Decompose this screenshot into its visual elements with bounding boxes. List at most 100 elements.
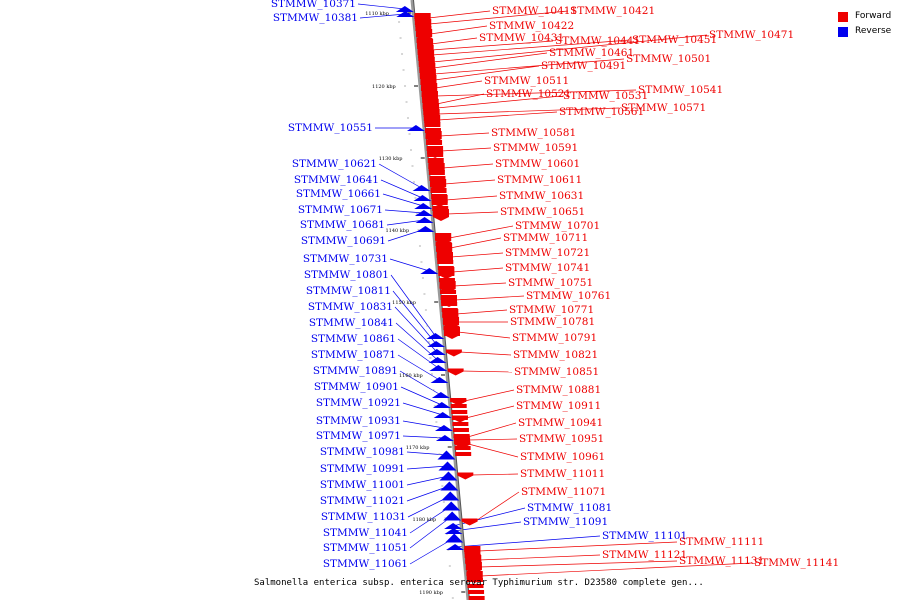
reverse-gene-feature[interactable] bbox=[432, 402, 451, 408]
forward-gene-label[interactable]: STMMW_10881 bbox=[516, 384, 601, 396]
forward-gene-label[interactable]: STMMW_10422 bbox=[489, 20, 574, 32]
forward-gene-label[interactable]: STMMW_10411 bbox=[492, 5, 577, 17]
reverse-gene-label[interactable]: STMMW_10381 bbox=[273, 12, 358, 24]
reverse-gene-feature[interactable] bbox=[441, 491, 460, 501]
forward-gene-label[interactable]: STMMW_10721 bbox=[505, 247, 590, 259]
forward-gene-label[interactable]: STMMW_10651 bbox=[500, 206, 585, 218]
reverse-gene-feature[interactable] bbox=[426, 333, 445, 339]
forward-gene-label[interactable]: STMMW_10601 bbox=[495, 158, 580, 170]
reverse-gene-label[interactable]: STMMW_10681 bbox=[300, 219, 385, 231]
reverse-gene-label[interactable]: STMMW_10731 bbox=[303, 253, 388, 265]
reverse-gene-feature[interactable] bbox=[415, 217, 434, 223]
forward-gene-label[interactable]: STMMW_10851 bbox=[514, 366, 599, 378]
reverse-gene-feature[interactable] bbox=[427, 341, 446, 347]
forward-gene-feature[interactable] bbox=[447, 368, 464, 376]
forward-gene-feature[interactable] bbox=[457, 472, 474, 480]
reverse-gene-label[interactable]: STMMW_10841 bbox=[309, 317, 394, 329]
forward-gene-label[interactable]: STMMW_10571 bbox=[621, 102, 706, 114]
reverse-gene-feature[interactable] bbox=[434, 425, 453, 431]
reverse-gene-feature[interactable] bbox=[444, 523, 463, 529]
forward-gene-label[interactable]: STMMW_10471 bbox=[709, 29, 794, 41]
forward-gene-label[interactable]: STMMW_10501 bbox=[626, 53, 711, 65]
reverse-gene-label[interactable]: STMMW_11041 bbox=[323, 527, 408, 539]
reverse-gene-label[interactable]: STMMW_10971 bbox=[316, 430, 401, 442]
forward-gene-label[interactable]: STMMW_10431 bbox=[479, 32, 564, 44]
forward-gene-label[interactable]: STMMW_10521 bbox=[486, 88, 571, 100]
forward-gene-label[interactable]: STMMW_11121 bbox=[602, 549, 687, 561]
reverse-gene-feature[interactable] bbox=[430, 377, 449, 383]
reverse-gene-feature[interactable] bbox=[438, 461, 457, 471]
reverse-gene-feature[interactable] bbox=[443, 511, 462, 521]
forward-gene-feature[interactable] bbox=[461, 518, 478, 526]
reverse-gene-label[interactable]: STMMW_10831 bbox=[308, 301, 393, 313]
forward-gene-label[interactable]: STMMW_11131 bbox=[679, 555, 764, 567]
reverse-gene-feature[interactable] bbox=[412, 185, 431, 191]
forward-gene-label[interactable]: STMMW_10821 bbox=[513, 349, 598, 361]
forward-gene-label[interactable]: STMMW_11071 bbox=[521, 486, 606, 498]
reverse-gene-label[interactable]: STMMW_11051 bbox=[323, 542, 408, 554]
reverse-gene-feature[interactable] bbox=[437, 450, 456, 460]
forward-gene-label[interactable]: STMMW_10531 bbox=[563, 90, 648, 102]
reverse-gene-feature[interactable] bbox=[420, 268, 439, 274]
reverse-gene-label[interactable]: STMMW_11061 bbox=[323, 558, 408, 570]
forward-gene-label[interactable]: STMMW_10961 bbox=[520, 451, 605, 463]
reverse-gene-feature[interactable] bbox=[428, 357, 447, 363]
reverse-gene-label[interactable]: STMMW_10891 bbox=[313, 365, 398, 377]
reverse-gene-label[interactable]: STMMW_10691 bbox=[301, 235, 386, 247]
reverse-gene-label[interactable]: STMMW_10861 bbox=[311, 333, 396, 345]
reverse-gene-feature[interactable] bbox=[414, 210, 433, 216]
reverse-gene-label[interactable]: STMMW_10551 bbox=[288, 122, 373, 134]
reverse-gene-label[interactable]: STMMW_10991 bbox=[320, 463, 405, 475]
forward-gene-label[interactable]: STMMW_10581 bbox=[491, 127, 576, 139]
forward-gene-label[interactable]: STMMW_11141 bbox=[754, 557, 839, 569]
reverse-gene-feature[interactable] bbox=[444, 528, 463, 534]
forward-gene-label[interactable]: STMMW_10751 bbox=[508, 277, 593, 289]
forward-gene-label[interactable]: STMMW_10771 bbox=[509, 304, 594, 316]
forward-gene-feature[interactable] bbox=[445, 349, 462, 357]
reverse-gene-label[interactable]: STMMW_10641 bbox=[294, 174, 379, 186]
forward-gene-label[interactable]: STMMW_10781 bbox=[510, 316, 595, 328]
reverse-gene-label[interactable]: STMMW_10661 bbox=[296, 188, 381, 200]
reverse-gene-feature[interactable] bbox=[442, 501, 461, 511]
forward-gene-label[interactable]: STMMW_10761 bbox=[526, 290, 611, 302]
forward-gene-label[interactable]: STMMW_10941 bbox=[518, 417, 603, 429]
reverse-gene-feature[interactable] bbox=[427, 349, 446, 355]
reverse-gene-label[interactable]: STMMW_11091 bbox=[523, 516, 608, 528]
reverse-gene-feature[interactable] bbox=[429, 365, 448, 371]
forward-gene-label[interactable]: STMMW_10741 bbox=[505, 262, 590, 274]
forward-gene-label[interactable]: STMMW_10491 bbox=[541, 60, 626, 72]
forward-gene-label[interactable]: STMMW_10511 bbox=[484, 75, 569, 87]
reverse-gene-feature[interactable] bbox=[440, 481, 459, 491]
forward-gene-label[interactable]: STMMW_11111 bbox=[679, 536, 764, 548]
reverse-gene-label[interactable]: STMMW_10811 bbox=[306, 285, 391, 297]
forward-gene-label[interactable]: STMMW_10461 bbox=[549, 47, 634, 59]
reverse-gene-label[interactable]: STMMW_10931 bbox=[316, 415, 401, 427]
forward-gene-label[interactable]: STMMW_10441 bbox=[555, 35, 640, 47]
reverse-gene-label[interactable]: STMMW_10621 bbox=[292, 158, 377, 170]
reverse-gene-label[interactable]: STMMW_10671 bbox=[298, 204, 383, 216]
reverse-gene-label[interactable]: STMMW_11021 bbox=[320, 495, 405, 507]
forward-gene-label[interactable]: STMMW_10911 bbox=[516, 400, 601, 412]
reverse-gene-label[interactable]: STMMW_10371 bbox=[271, 0, 356, 10]
forward-gene-label[interactable]: STMMW_10701 bbox=[515, 220, 600, 232]
reverse-gene-feature[interactable] bbox=[416, 226, 435, 232]
forward-gene-label[interactable]: STMMW_10421 bbox=[570, 5, 655, 17]
reverse-gene-feature[interactable] bbox=[395, 6, 414, 12]
forward-gene-label[interactable]: STMMW_10951 bbox=[519, 433, 604, 445]
reverse-gene-label[interactable]: STMMW_10981 bbox=[320, 446, 405, 458]
forward-gene-label[interactable]: STMMW_10591 bbox=[493, 142, 578, 154]
reverse-gene-label[interactable]: STMMW_10901 bbox=[314, 381, 399, 393]
reverse-gene-feature[interactable] bbox=[413, 195, 432, 201]
forward-gene-label[interactable]: STMMW_10541 bbox=[638, 84, 723, 96]
reverse-gene-label[interactable]: STMMW_10871 bbox=[311, 349, 396, 361]
forward-gene-label[interactable]: STMMW_10561 bbox=[559, 106, 644, 118]
reverse-gene-feature[interactable] bbox=[433, 412, 452, 418]
forward-gene-label[interactable]: STMMW_10451 bbox=[632, 34, 717, 46]
forward-gene-label[interactable]: STMMW_10611 bbox=[497, 174, 582, 186]
forward-gene-label[interactable]: STMMW_11011 bbox=[520, 468, 605, 480]
reverse-gene-feature[interactable] bbox=[431, 392, 450, 398]
reverse-gene-feature[interactable] bbox=[445, 533, 464, 543]
reverse-gene-label[interactable]: STMMW_11031 bbox=[321, 511, 406, 523]
reverse-gene-feature[interactable] bbox=[435, 435, 454, 441]
reverse-gene-feature[interactable] bbox=[406, 125, 425, 131]
